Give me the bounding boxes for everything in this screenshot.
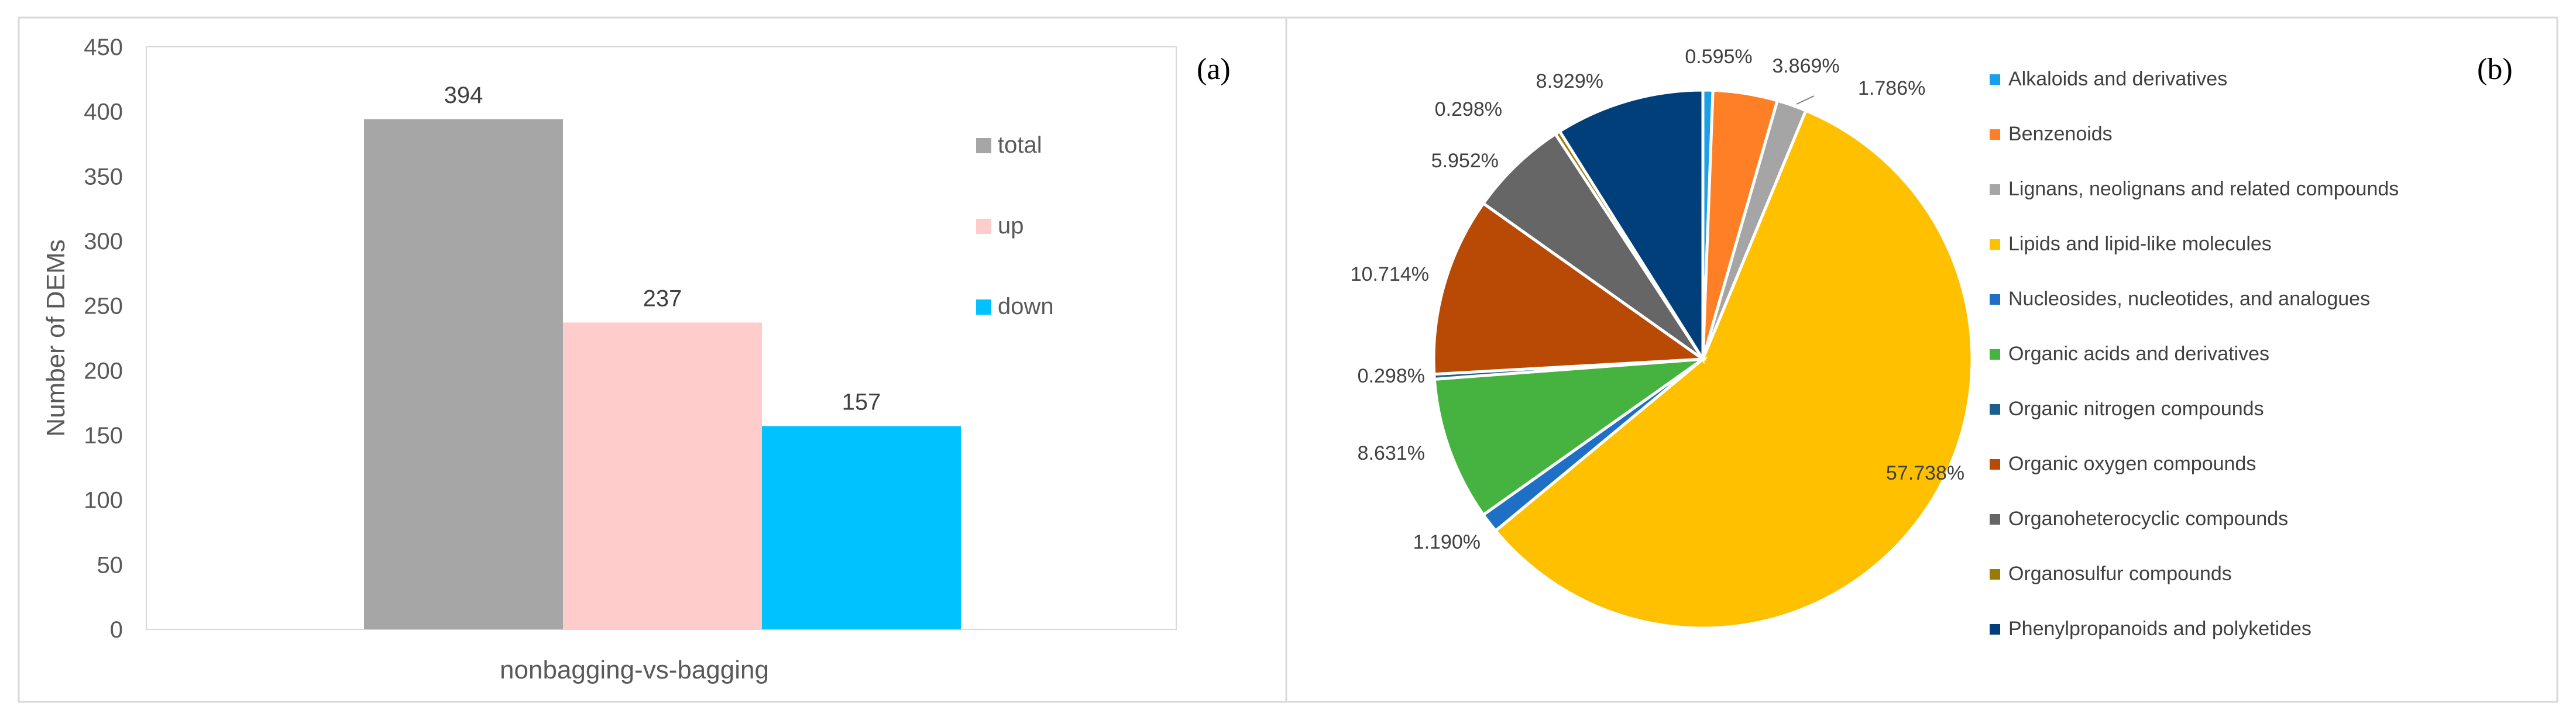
bar-data-labels: 394 237 157: [444, 82, 881, 415]
pie-data-labels: 0.595% 3.869% 1.786% 57.738% 1.190% 8.631% 0.2…: [1351, 46, 1964, 553]
legend-label: down: [998, 294, 1054, 319]
pie-slice-label: 0.595%: [1685, 46, 1752, 68]
pie-legend-swatch: [1990, 624, 2000, 635]
pie-slice: [1557, 88, 1705, 364]
pie-legend-label: Lipids and lipid-like molecules: [2008, 233, 2272, 255]
y-tick-label: 100: [84, 488, 123, 514]
legend-swatch-down: [976, 299, 991, 315]
y-axis-title: Number of DEMs: [42, 239, 70, 436]
panel-a-label: (a): [1197, 53, 1231, 86]
pie-legend-label: Alkaloids and derivatives: [2008, 68, 2227, 90]
pie-legend-label: Lignans, neolignans and related compound…: [2008, 178, 2399, 200]
pie-legend-swatch: [1990, 184, 2000, 195]
y-tick-label: 350: [84, 164, 123, 190]
pie-slice: [1433, 357, 1708, 517]
pie-slice-label: 0.298%: [1435, 98, 1502, 120]
y-tick-label: 400: [84, 99, 123, 125]
pie-legend-label: Organic nitrogen compounds: [2008, 398, 2264, 420]
pie-slice-label: 0.298%: [1358, 365, 1425, 387]
pie-slice-label: 1.786%: [1858, 77, 1925, 99]
pie-chart: 0.595% 3.869% 1.786% 57.738% 1.190% 8.631% 0.2…: [1351, 46, 2513, 640]
pie-legend-swatch: [1990, 514, 2000, 525]
pie-legend-label: Benzenoids: [2008, 123, 2113, 145]
legend-swatch-total: [976, 138, 991, 153]
pie-legend-swatch: [1990, 129, 2000, 140]
pie-slice-label: 8.631%: [1358, 442, 1425, 464]
pie-legend-swatch: [1990, 74, 2000, 85]
bar-down: [762, 426, 961, 629]
bar-value-label: 394: [444, 82, 483, 108]
pie-legend-swatch: [1990, 294, 2000, 305]
panel-b-label: (b): [2477, 53, 2513, 86]
pie-legend-label: Organoheterocyclic compounds: [2008, 508, 2288, 530]
pie-slice-label: 8.929%: [1536, 70, 1603, 92]
pie-slice: [1493, 108, 1974, 630]
pie-slice-label: 10.714%: [1351, 263, 1429, 285]
bar-chart: 0 50 100 150 200 250 300 350 400 450 394 237 157 Nu…: [42, 35, 1231, 684]
legend-swatch-up: [976, 219, 991, 234]
pie-slice-label: 5.952%: [1431, 150, 1499, 172]
y-tick-label: 200: [84, 358, 123, 384]
pie-legend-label: Organic oxygen compounds: [2008, 453, 2256, 475]
pie-legend-swatch: [1990, 404, 2000, 415]
pie-legend-swatch: [1990, 349, 2000, 360]
y-tick-label: 250: [84, 294, 123, 319]
bar-value-label: 157: [842, 390, 881, 415]
pie-slice: [1481, 132, 1705, 361]
pie-legend-label: Nucleosides, nucleotides, and analogues: [2008, 288, 2370, 310]
pie-slice-label: 1.190%: [1413, 531, 1481, 553]
pie-slice-label: 3.869%: [1772, 55, 1839, 77]
pie-slice: [1432, 201, 1708, 376]
pie-leader-line: [1796, 95, 1815, 105]
legend-label: up: [998, 213, 1024, 239]
pie-legend-label: Organosulfur compounds: [2008, 563, 2232, 585]
pie-slices: [1432, 88, 1974, 630]
pie-legend: Alkaloids and derivatives Benzenoids Ligna…: [1990, 68, 2399, 640]
y-tick-label: 150: [84, 423, 123, 449]
x-axis-category-label: nonbagging-vs-bagging: [500, 656, 769, 684]
pie-legend-swatch: [1990, 459, 2000, 470]
y-tick-label: 450: [84, 35, 123, 60]
pie-legend-swatch: [1990, 239, 2000, 250]
pie-legend-swatch: [1990, 569, 2000, 580]
bar-up: [563, 322, 762, 629]
y-axis-ticks: 0 50 100 150 200 250 300 350 400 450: [84, 35, 123, 643]
y-tick-label: 300: [84, 229, 123, 254]
pie-legend-label: Phenylpropanoids and polyketides: [2008, 618, 2311, 640]
y-tick-label: 50: [97, 552, 123, 578]
bars: [364, 119, 961, 630]
y-tick-label: 0: [110, 617, 123, 643]
pie-slice-label: 57.738%: [1886, 462, 1964, 484]
legend-label: total: [998, 132, 1042, 158]
bar-legend: total up down: [976, 132, 1054, 319]
bar-value-label: 237: [643, 285, 682, 311]
bar-total: [364, 119, 563, 630]
pie-legend-label: Organic acids and derivatives: [2008, 343, 2269, 365]
